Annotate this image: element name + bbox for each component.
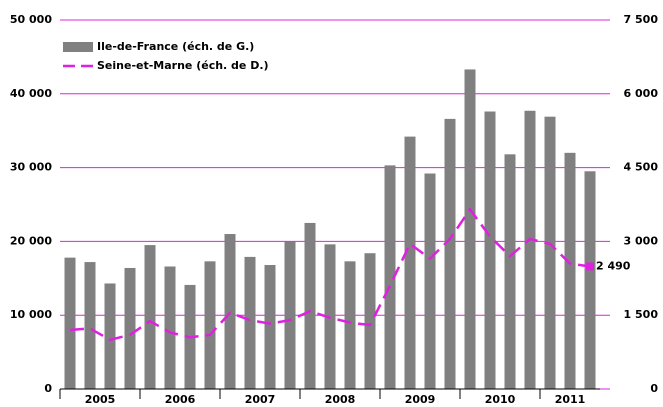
bar — [284, 241, 296, 389]
x-group-label: 2006 — [165, 393, 196, 406]
y-tick-label: 50 000 — [10, 13, 52, 26]
y2-tick-label: 3 000 — [624, 234, 659, 247]
y-tick-label: 10 000 — [10, 308, 52, 321]
y2-tick-label: 6 000 — [624, 87, 659, 100]
x-group-label: 2005 — [85, 393, 116, 406]
bar — [164, 266, 176, 389]
bar — [564, 152, 576, 389]
legend-swatch — [63, 42, 93, 52]
bar — [524, 110, 536, 390]
y-tick-label: 40 000 — [10, 87, 52, 100]
bar — [144, 245, 156, 389]
bar — [64, 257, 76, 389]
y-tick-label: 30 000 — [10, 161, 52, 174]
bar — [404, 136, 416, 389]
bar — [584, 171, 596, 389]
bar — [444, 118, 456, 389]
line — [69, 207, 591, 342]
x-group-label: 2011 — [555, 393, 586, 406]
legend-label: Ile-de-France (éch. de G.) — [97, 40, 254, 53]
y-tick-label: 20 000 — [10, 234, 52, 247]
y-tick-label: 0 — [44, 382, 52, 395]
bar — [544, 116, 556, 389]
bar — [504, 154, 516, 389]
bar — [464, 69, 476, 390]
y2-tick-label: 0 — [650, 382, 658, 395]
x-group-label: 2008 — [325, 393, 356, 406]
y2-tick-label: 4 500 — [624, 161, 659, 174]
bar — [484, 111, 496, 390]
bar — [364, 253, 376, 389]
bar — [84, 262, 96, 389]
x-group-label: 2009 — [405, 393, 436, 406]
bar — [304, 222, 316, 389]
bar — [384, 165, 396, 389]
point-marker — [586, 262, 594, 271]
x-group-label: 2007 — [245, 393, 276, 406]
bar — [104, 283, 116, 389]
bar — [424, 173, 436, 389]
bar — [124, 267, 136, 389]
bar — [204, 261, 216, 389]
bar — [264, 265, 276, 389]
y2-tick-label: 1 500 — [624, 308, 659, 321]
bar — [244, 256, 256, 389]
y2-tick-label: 7 500 — [624, 13, 659, 26]
bar — [344, 261, 356, 389]
legend-label: Seine-et-Marne (éch. de D.) — [97, 59, 269, 72]
data-label: 2 490 — [596, 259, 631, 272]
x-group-label: 2010 — [485, 393, 516, 406]
